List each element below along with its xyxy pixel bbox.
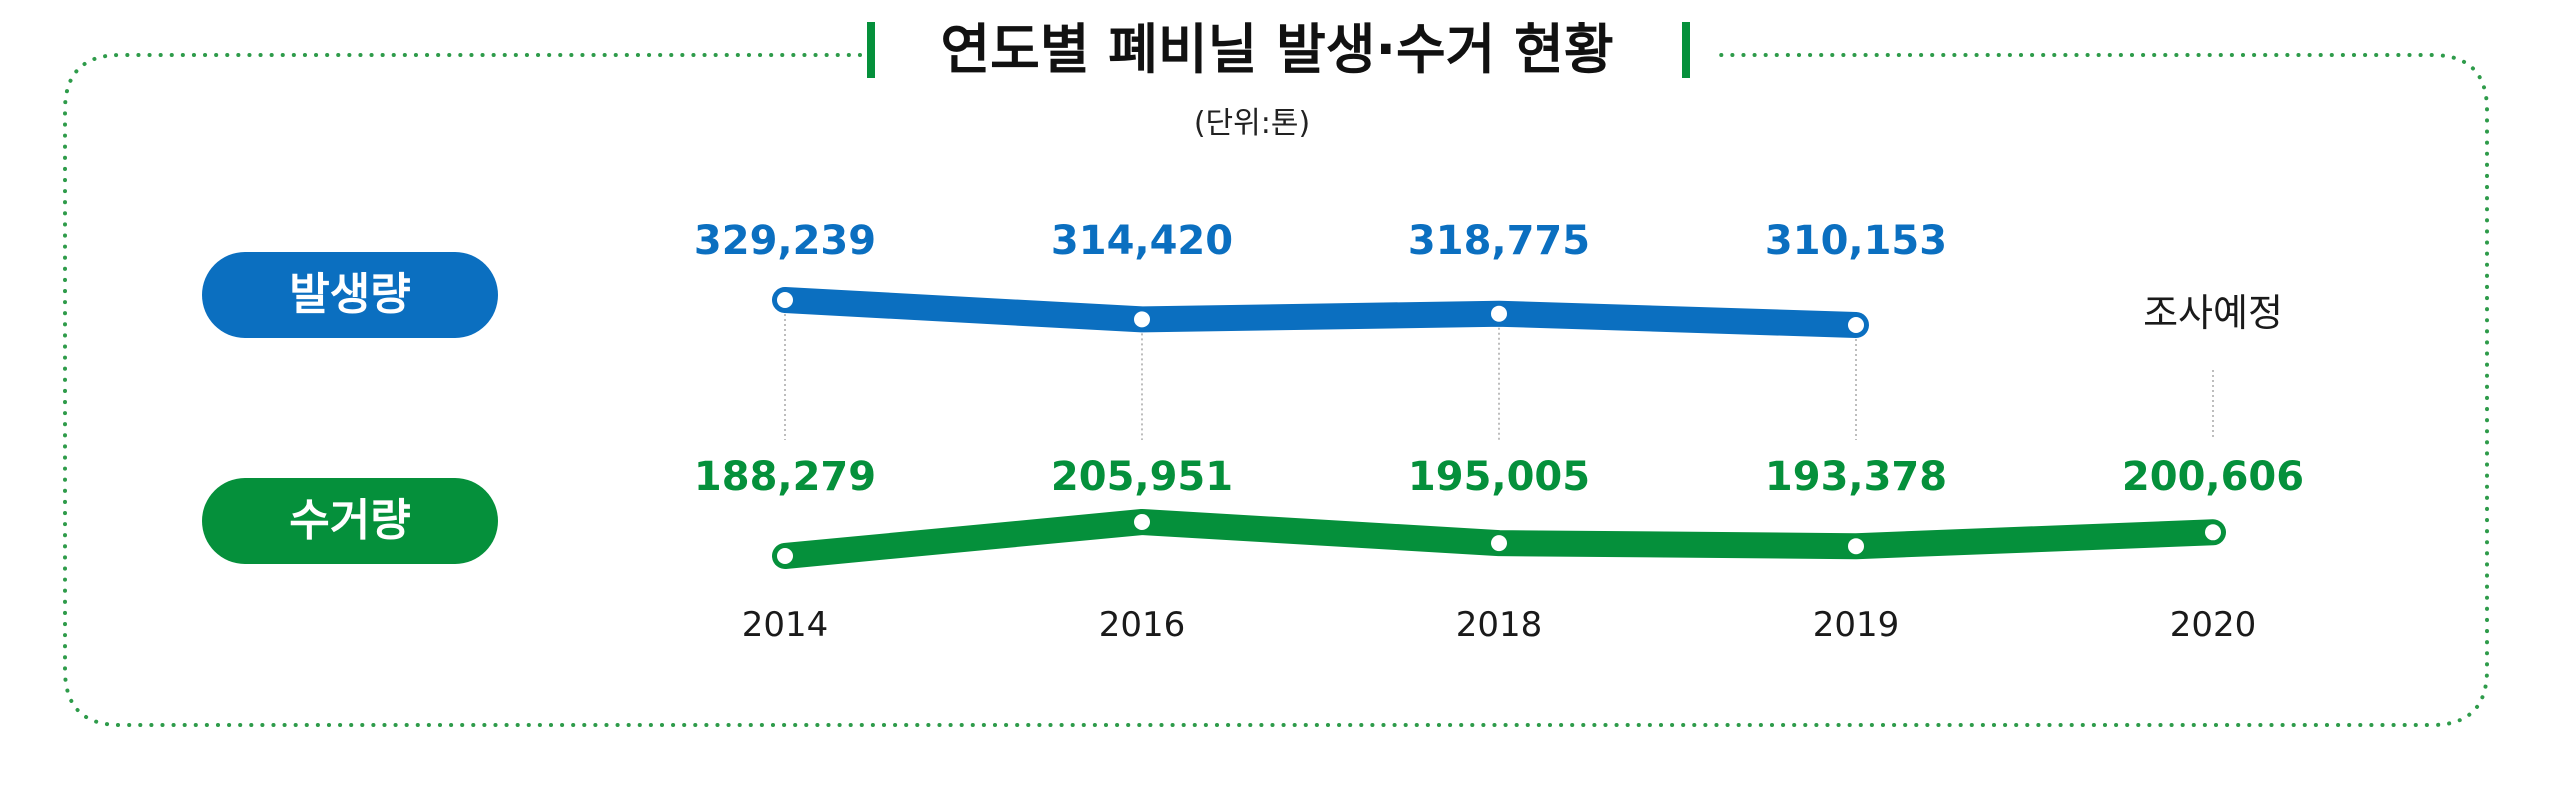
title-bar-right [1682, 22, 1690, 78]
data-point [1134, 311, 1150, 328]
generation-pill-label: 발생량 [289, 269, 410, 320]
collection-pill-label: 수거량 [289, 495, 410, 546]
x-tick-label: 2014 [742, 605, 829, 645]
x-tick-label: 2020 [2170, 605, 2257, 645]
data-point [2205, 524, 2221, 541]
value-label: 329,239 [694, 218, 876, 264]
unit-label: (단위:톤) [1194, 106, 1310, 141]
annotation-label: 조사예정 [2143, 291, 2283, 335]
value-labels: 329,239 314,420 318,775 310,153 188,279 205,9… [694, 218, 2304, 500]
value-label: 318,775 [1408, 218, 1590, 264]
data-point [1848, 538, 1864, 555]
title-bar-left [867, 22, 875, 78]
data-point [1134, 514, 1150, 530]
x-tick-label: 2016 [1099, 605, 1186, 645]
series-line [772, 287, 1869, 338]
value-label: 195,005 [1408, 454, 1590, 500]
series-points [777, 292, 2221, 564]
data-point [1848, 317, 1864, 333]
data-point [1491, 535, 1507, 552]
collection-pill [202, 478, 498, 564]
value-label: 193,378 [1765, 454, 1947, 500]
guide-lines [784, 314, 2214, 440]
value-label: 314,420 [1051, 218, 1233, 264]
value-label: 200,606 [2122, 454, 2304, 500]
x-axis: 2014 2016 2018 2019 2020 [742, 605, 2257, 645]
x-tick-label: 2018 [1456, 605, 1543, 645]
value-label: 205,951 [1051, 454, 1233, 500]
chart-title: 연도별 폐비닐 발생·수거 현황 [940, 18, 1613, 81]
value-label: 188,279 [694, 454, 876, 500]
data-point [777, 548, 793, 564]
generation-pill [202, 252, 498, 338]
value-label: 310,153 [1765, 218, 1947, 264]
dotted-frame [63, 53, 2489, 727]
data-point [1491, 305, 1507, 322]
x-tick-label: 2019 [1813, 605, 1900, 645]
data-point [777, 292, 793, 308]
